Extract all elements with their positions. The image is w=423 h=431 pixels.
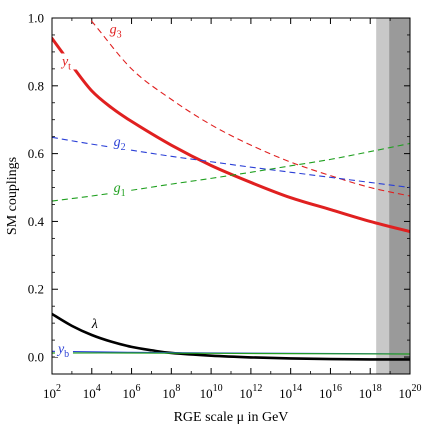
series-label-g1: g1 [114, 181, 126, 199]
series-label-bg-g2 [110, 134, 129, 151]
shaded-band-1 [376, 18, 390, 374]
series-line-yt [52, 36, 410, 234]
series-labels-layer: g3 yt g2 g1 λ yb [54, 21, 129, 360]
series-line-green_flat [52, 352, 410, 355]
series-layer [52, 18, 410, 361]
y-axis-title: SM couplings [5, 157, 20, 235]
series-label-yb: yb [56, 342, 69, 360]
x-tick-label: 1014 [279, 383, 302, 401]
bands-layer [376, 18, 410, 374]
x-tick-label: 1012 [239, 383, 262, 401]
tick-labels-layer: 102 104 106 108 1010 1012 1014 1016 1018 1020 0.0 0… [28, 11, 422, 402]
x-tick-label: 1010 [200, 383, 223, 401]
y-tick-label: 0.6 [28, 146, 45, 161]
x-tick-label: 102 [43, 383, 61, 401]
series-label-g2: g2 [114, 135, 126, 153]
y-tick-label: 0.4 [28, 214, 45, 229]
series-label-bg-yt [58, 53, 77, 70]
x-tick-label: 106 [123, 383, 141, 401]
series-label-bg-g1 [110, 179, 129, 196]
series-line-g3 [87, 18, 410, 197]
series-label-bg-yb [54, 340, 73, 357]
series-label-lambda: λ [91, 317, 98, 332]
x-tick-label: 1016 [319, 383, 342, 401]
series-label-bg-lambda [88, 316, 100, 333]
y-tick-label: 1.0 [28, 11, 44, 26]
x-tick-label: 1018 [359, 383, 382, 401]
x-tick-label: 108 [162, 383, 180, 401]
y-tick-label: 0.8 [28, 78, 44, 93]
x-tick-label: 1020 [399, 383, 422, 401]
series-line-g2 [52, 136, 410, 189]
y-tick-label: 0.2 [28, 282, 44, 297]
shaded-band-2 [389, 18, 410, 374]
series-label-yt: yt [60, 54, 71, 72]
y-tick-label: 0.0 [28, 350, 44, 365]
series-label-g3: g3 [110, 22, 122, 40]
x-axis-title: RGE scale μ in GeV [174, 410, 289, 425]
series-label-bg-g3 [106, 21, 125, 38]
x-tick-label: 104 [83, 383, 101, 401]
series-line-g1 [52, 142, 410, 202]
ticks-layer [51, 17, 411, 375]
plot-frame [51, 17, 411, 375]
